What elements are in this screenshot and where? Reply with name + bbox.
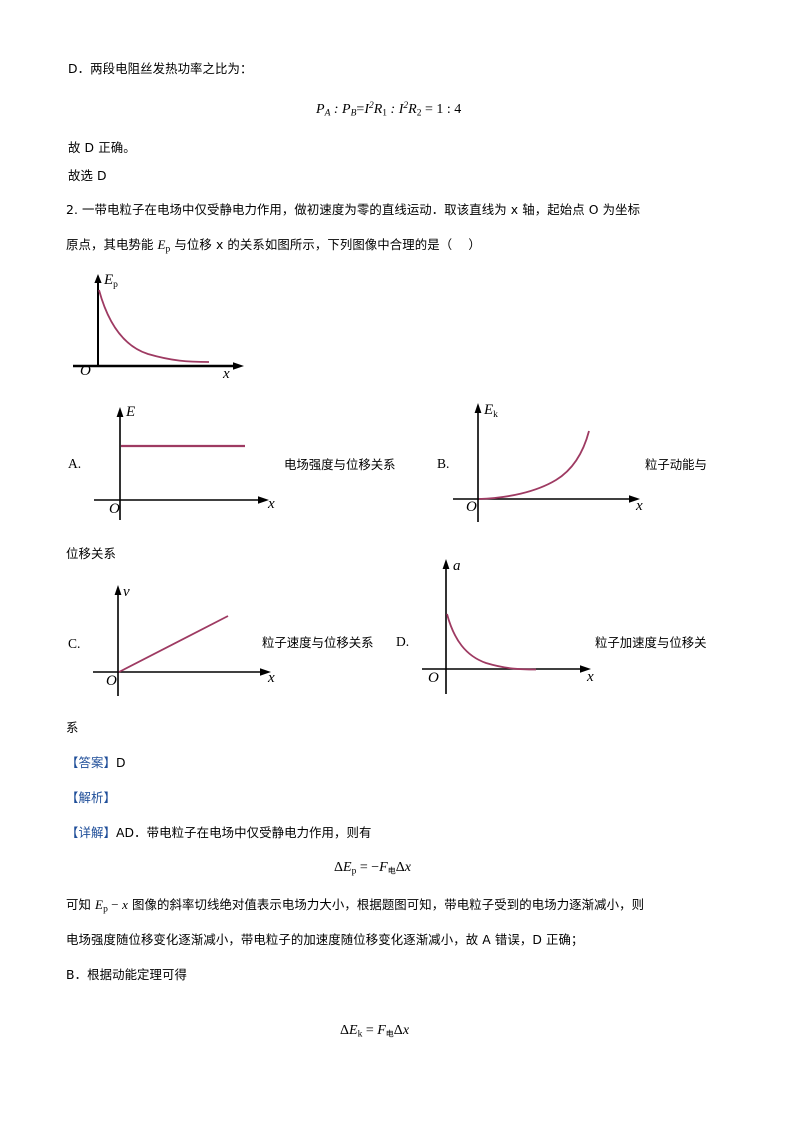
origin-label: O [428,670,439,686]
option-c-letter: C. [68,636,81,651]
x-axis-arrow [233,362,244,370]
y-axis-arrow [114,585,122,595]
option-c-caption: 粒子速度与位移关系 [262,635,374,650]
continuation-xi-line: 系 [66,720,79,735]
paragraph-1-line-1: 可知 Ep − x 图像的斜率切线绝对值表示电场力大小，根据题图可知，带电粒子受… [66,896,644,919]
x-axis-arrow [580,665,591,673]
inline-ep-x-symbol: Ep − x [95,897,128,915]
para1-part-a: 可知 [66,897,96,912]
x-axis-label: x [587,669,594,685]
detail-label: 【详解】 [66,825,116,840]
figure-option-a: E x O [88,398,298,523]
option-a-letter: A. [68,456,82,471]
y-axis-arrow [116,407,124,417]
option-a-caption: 电场强度与位移关系 [284,457,396,472]
curve-v-linear [118,615,229,673]
origin-label: O [466,499,477,515]
y-axis-arrow [442,559,450,569]
x-axis-arrow [258,496,269,504]
figure-option-a-canvas [94,407,269,520]
figure-option-d-canvas [422,559,591,694]
para1-part-b: 图像的斜率切线绝对值表示电场力大小，根据题图可知，带电粒子受到的电场力逐渐减小，… [127,897,645,912]
figure-option-c-canvas [93,585,271,696]
x-axis-arrow [629,495,640,503]
detail-text: AD．带电粒子在电场中仅受静电力作用，则有 [115,825,372,840]
y-axis-label-v: v [123,584,130,600]
analysis-label: 【解析】 [66,790,116,805]
continuation-weiyi-line: 位移关系 [66,546,116,561]
formula-delta-ep: ΔEp = −F电Δx [334,860,411,877]
curve-ek-increasing [478,430,590,500]
origin-label: O [109,501,120,517]
option-d-heat-line: D．两段电阻丝发热功率之比为： [68,61,253,76]
formula-delta-ek: ΔEk = F电Δx [340,1023,410,1040]
q2-line2-part-a: 原点，其电势能 [66,237,158,252]
option-b-letter: B. [437,456,450,471]
question-2-line-1: 2. 一带电粒子在电场中仅受静电力作用，做初速度为零的直线运动．取该直线为 x … [66,202,641,217]
x-axis-label: x [636,498,643,514]
y-axis-arrow [94,274,102,283]
option-d-letter: D. [396,634,410,649]
origin-label: O [80,363,91,379]
paragraph-2-line: 电场强度随位移变化逐渐减小，带电粒子的加速度随位移变化逐渐减小，故 A 错误，D… [66,932,584,947]
figure-option-d: a x O [404,552,614,697]
y-axis-label-e: E [126,404,136,420]
y-axis-arrow [474,403,482,413]
origin-label: O [106,673,117,689]
y-axis-label-a: a [453,558,461,574]
answer-label: 【答案】 [66,755,116,770]
y-axis-label-ek: Ek [484,402,498,420]
y-axis-label-ep: Ep [104,272,118,290]
paragraph-3-line: B．根据动能定理可得 [66,967,188,982]
x-axis-label: x [268,670,275,686]
figure-ep-x-canvas [73,274,244,370]
inline-ep-symbol: Ep [157,237,171,255]
question-2-line-2: 原点，其电势能 Ep 与位移 x 的关系如图所示，下列图像中合理的是（ ） [66,236,481,259]
x-axis-arrow [260,668,271,676]
answer-value: D [115,755,126,770]
formula-power-ratio: PA : PB=I2R1 : I2R2 = 1 : 4 [316,101,462,119]
option-b-caption: 粒子动能与 [645,457,707,472]
q2-line2-part-b: 与位移 x 的关系如图所示，下列图像中合理的是（ ） [170,237,481,252]
option-d-caption: 粒子加速度与位移关 [595,635,707,650]
detail-line: 【详解】AD．带电粒子在电场中仅受静电力作用，则有 [66,824,372,842]
x-axis-label: x [223,366,230,382]
figure-option-c: v x O [88,578,303,698]
figure-option-b: Ek x O [448,398,663,523]
figure-option-b-canvas [453,403,640,522]
choose-d-line: 故选 D [68,168,107,183]
x-axis-label: x [268,496,275,512]
conclusion-d-line: 故 D 正确。 [68,140,136,155]
curve-a-decreasing [446,613,537,671]
figure-ep-x: Ep x O [68,268,258,388]
answer-line: 【答案】D [66,754,126,772]
curve-ep-decreasing [98,289,210,363]
